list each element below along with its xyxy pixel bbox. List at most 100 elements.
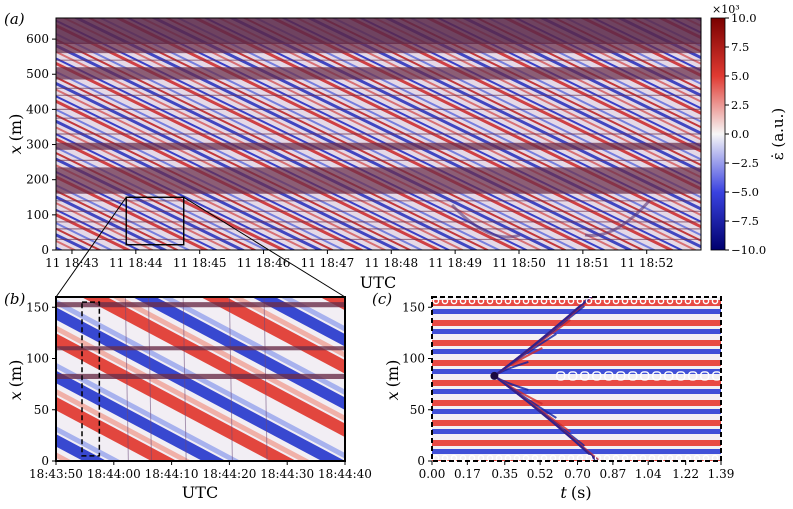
panel-a-band	[56, 167, 701, 194]
panel-c-dot	[621, 297, 629, 305]
panel-a-xtick-label: 11 18:46	[237, 256, 291, 270]
panel-c-dot	[531, 454, 539, 461]
panel-c-dot	[684, 297, 692, 305]
panel-c-wavefront-up	[493, 297, 592, 377]
panel-a-label: (a)	[4, 10, 25, 28]
panel-c-dot	[664, 371, 674, 381]
zoom-connector-right	[183, 196, 346, 298]
panel-c-dot	[693, 297, 701, 305]
panel-c-xlabel-var: t	[560, 483, 567, 502]
panel-b-xtick-label: 18:44:20	[202, 467, 256, 481]
panel-c-frame	[431, 296, 722, 462]
panel-c-dot	[702, 297, 710, 305]
panel-c-dot	[640, 371, 650, 381]
panel-a-xtick-label: 11 18:45	[173, 256, 227, 270]
panel-c-label: (c)	[372, 290, 392, 308]
panel-a-band	[56, 42, 701, 54]
panel-c-dot	[576, 297, 584, 305]
colorbar-gradient	[710, 17, 726, 251]
panel-c-dot	[684, 454, 692, 461]
panel-c-heatmap	[432, 297, 721, 461]
panel-c-xtick-label: 0.00	[419, 467, 446, 481]
panel-a-thin-lines	[56, 59, 701, 241]
panel-c-dot	[666, 297, 674, 305]
panel-c-ytick-label: 50	[410, 403, 425, 417]
panel-c-yaxis: 0 50 100 150	[402, 300, 432, 468]
panel-b-ytick-label: 50	[34, 403, 49, 417]
panel-b-xtick-label: 18:44:30	[260, 467, 314, 481]
panel-c-dot	[700, 371, 710, 381]
panel-a-xtick-label: 11 18:49	[428, 256, 482, 270]
panel-a-frame	[55, 17, 702, 251]
panel-c-dot	[540, 454, 548, 461]
panel-a-xtick-label: 11 18:47	[301, 256, 355, 270]
panel-b-ylabel-unit: (m)	[6, 360, 25, 388]
panel-a-xtick-label: 11 18:48	[364, 256, 418, 270]
panel-c-ylabel-var: x	[383, 391, 402, 400]
panel-a-ytick-label: 500	[26, 67, 49, 81]
panel-b-ytick-label: 150	[26, 300, 49, 314]
panel-a-top-band	[56, 18, 701, 44]
panel-c-ytick-label: 100	[402, 352, 425, 366]
panel-c-dot	[604, 371, 614, 381]
panel-c-source-point	[490, 371, 499, 380]
zoom-box	[125, 196, 185, 246]
colorbar-ticks: 10.0 7.5 5.0 2.5 0.0 −2.5 −5.0 −7.5 −10.0	[725, 11, 766, 257]
panel-c-dot	[486, 297, 494, 305]
panel-b-xlabel: UTC	[182, 483, 218, 502]
panel-b-band	[56, 346, 345, 351]
panel-c-dot	[594, 297, 602, 305]
panel-c-dot	[441, 297, 449, 305]
panel-a-xtick-label: 11 18:51	[556, 256, 610, 270]
panel-a-xtick-label: 11 18:44	[109, 256, 163, 270]
colorbar-tick-label: 10.0	[731, 11, 757, 25]
panel-c-dot	[603, 297, 611, 305]
zoom-connectors	[55, 196, 346, 298]
panel-b-yaxis: 0 50 100 150	[26, 300, 56, 468]
panel-a-ylabel-unit: (m)	[6, 114, 25, 142]
panel-c-dot	[711, 297, 719, 305]
panel-a-xtick-label: 11 18:52	[620, 256, 674, 270]
colorbar-tick-label: −10.0	[731, 243, 766, 257]
panel-b-heatmap	[56, 297, 345, 461]
panel-c-dot	[648, 297, 656, 305]
panel-b-ylabel-var: x	[6, 391, 25, 400]
panel-c-dot	[540, 297, 548, 305]
panel-b-bands	[56, 302, 345, 379]
panel-b-xaxis: 18:43:50 18:44:00 18:44:10 18:44:20 18:44:30…	[29, 461, 372, 481]
panel-a-ytick-label: 0	[41, 243, 49, 257]
panel-c: (c) 0 50 100 150 0.00 0.17 0.35 0.52 0.70 0.87 1.…	[372, 290, 735, 502]
panel-c-xtick-label: 0.17	[454, 467, 481, 481]
panel-c-ylabel: x (m)	[383, 360, 402, 401]
panel-c-dot	[477, 297, 485, 305]
panel-c-ytick-label: 150	[402, 300, 425, 314]
panel-c-dot	[688, 371, 698, 381]
panel-c-dot	[513, 297, 521, 305]
panel-a-v-arcs	[450, 199, 652, 239]
panel-a: (a) 0 100 200 300 400 500 600 11 18:43 11 18:44…	[4, 3, 787, 292]
panel-c-ylabel-unit: (m)	[383, 360, 402, 388]
colorbar-tick-label: −5.0	[731, 185, 759, 199]
zoom-box-rect	[125, 196, 185, 246]
panel-c-dot	[567, 297, 575, 305]
panel-c-xtick-label: 1.39	[708, 467, 735, 481]
panel-a-ylabel: x (m)	[6, 114, 25, 155]
panel-c-dot	[675, 454, 683, 461]
panel-c-dot-rows	[432, 297, 721, 461]
panel-c-ytick-label: 0	[417, 454, 425, 468]
colorbar-label: ε̇ (a.u.)	[769, 108, 787, 160]
panel-c-dot	[450, 297, 458, 305]
panel-c-dot	[459, 454, 467, 461]
panel-c-xtick-label: 0.70	[564, 467, 591, 481]
panel-b-ylabel: x (m)	[6, 360, 25, 401]
panel-c-xtick-label: 1.22	[672, 467, 699, 481]
panel-b-dashed-box-rect	[81, 301, 101, 457]
colorbar-tick-label: 2.5	[731, 98, 749, 112]
colorbar-tick-label: 7.5	[731, 40, 749, 54]
panel-c-dot	[712, 371, 721, 381]
panel-c-dot	[558, 297, 566, 305]
panel-c-xtick-label: 1.04	[635, 467, 662, 481]
panel-c-dot	[628, 371, 638, 381]
panel-c-xtick-label: 0.52	[527, 467, 554, 481]
panel-a-ytick-label: 600	[26, 32, 49, 46]
